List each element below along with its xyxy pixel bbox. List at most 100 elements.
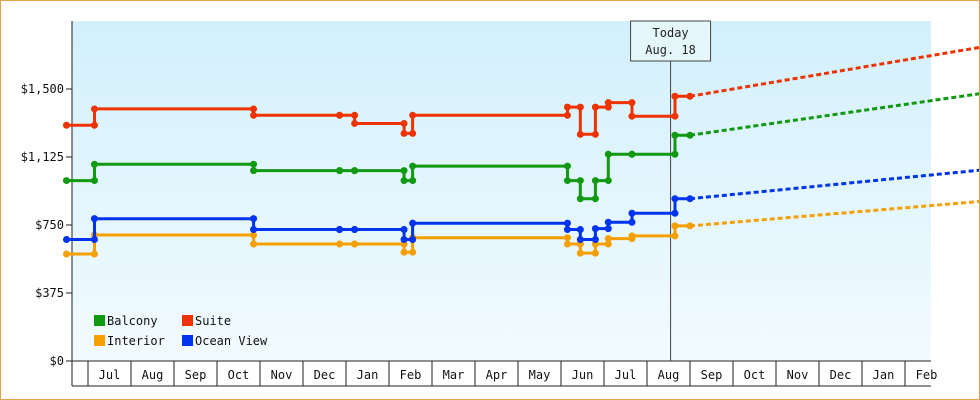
x-tick-label: Oct [744, 368, 766, 382]
suite-point [250, 111, 258, 119]
interior-forecast-line [689, 200, 979, 228]
suite-point [351, 119, 359, 127]
ocean-view-point [576, 226, 584, 234]
ocean-view-point [576, 236, 584, 244]
ocean-view-point [400, 226, 408, 234]
y-tick-label: $750 [35, 218, 64, 232]
interior-point [686, 222, 694, 230]
balcony-point [250, 160, 258, 168]
ocean-view-forecast-line [689, 168, 979, 201]
x-tick-label: Sep [185, 368, 207, 382]
balcony-point [400, 177, 408, 185]
suite-point [591, 103, 599, 111]
ocean-view-point [591, 225, 599, 233]
suite-point [400, 129, 408, 137]
ocean-view-point [591, 236, 599, 244]
suite-point [90, 121, 98, 129]
x-tick-label: Jan [357, 368, 379, 382]
balcony-point [604, 177, 612, 185]
suite-legend-label: Suite [195, 314, 231, 328]
y-tick-label: $0 [50, 354, 64, 368]
ocean-view-point [250, 215, 258, 223]
ocean-view-point [400, 236, 408, 244]
balcony-point [628, 150, 636, 158]
x-tick-label: Dec [830, 368, 852, 382]
x-tick-label: Feb [400, 368, 422, 382]
suite-point [336, 111, 344, 119]
ocean-view-point [671, 195, 679, 203]
suite-point [576, 130, 584, 138]
interior-point [400, 248, 408, 256]
x-tick-label: Jun [572, 368, 594, 382]
suite-point [576, 103, 584, 111]
suite-point [686, 92, 694, 100]
interior-point [409, 248, 417, 256]
balcony-point [351, 167, 359, 175]
balcony-point [671, 150, 679, 158]
ocean-view-point [628, 209, 636, 217]
interior-point [628, 232, 636, 240]
interior-point [671, 232, 679, 240]
ocean-view-legend-label: Ocean View [195, 334, 268, 348]
ocean-view-point [604, 218, 612, 226]
x-tick-label: May [529, 368, 551, 382]
suite-point [63, 121, 70, 129]
suite-point [671, 92, 679, 100]
balcony-point [686, 131, 694, 139]
balcony-point [250, 167, 258, 175]
ocean-view-point [336, 226, 344, 234]
interior-point [250, 231, 258, 239]
suite-forecast-line [689, 45, 979, 98]
balcony-point [90, 177, 98, 185]
balcony-point [671, 131, 679, 139]
ocean-view-point [409, 219, 417, 227]
x-tick-label: Jul [615, 368, 637, 382]
balcony-point [409, 177, 417, 185]
ocean-view-point [63, 236, 70, 244]
y-tick-label: $1,500 [21, 82, 64, 96]
balcony-point [591, 195, 599, 203]
ocean-view-point [628, 218, 636, 226]
ocean-view-point [563, 219, 571, 227]
interior-legend-swatch [94, 335, 105, 346]
interior-point [351, 240, 359, 248]
today-date: Aug. 18 [645, 43, 696, 57]
balcony-point [563, 177, 571, 185]
suite-point [409, 129, 417, 137]
suite-point [400, 119, 408, 127]
interior-point [591, 249, 599, 257]
suite-point [628, 112, 636, 120]
balcony-legend-swatch [94, 315, 105, 326]
interior-point [671, 222, 679, 230]
balcony-point [591, 177, 599, 185]
x-tick-label: Sep [701, 368, 723, 382]
ocean-view-point [90, 215, 98, 223]
ocean-view-point [671, 209, 679, 217]
balcony-legend-label: Balcony [107, 314, 158, 328]
x-tick-label: Jan [873, 368, 895, 382]
interior-point [250, 240, 258, 248]
balcony-point [63, 177, 70, 185]
ocean-view-point [90, 236, 98, 244]
interior-point [563, 240, 571, 248]
ocean-view-point [604, 225, 612, 233]
balcony-point [576, 177, 584, 185]
balcony-point [400, 167, 408, 175]
x-tick-label: Mar [443, 368, 465, 382]
interior-point [90, 250, 98, 258]
y-tick-label: $1,125 [21, 150, 64, 164]
plot-area [72, 21, 931, 361]
y-tick-label: $375 [35, 286, 64, 300]
balcony-forecast-line [689, 92, 979, 137]
balcony-point [409, 162, 417, 170]
interior-point [604, 235, 612, 243]
suite-point [563, 111, 571, 119]
suite-point [250, 105, 258, 113]
ocean-view-point [409, 236, 417, 244]
x-tick-label: Nov [271, 368, 293, 382]
balcony-point [90, 160, 98, 168]
ocean-view-point [563, 226, 571, 234]
suite-point [628, 99, 636, 107]
